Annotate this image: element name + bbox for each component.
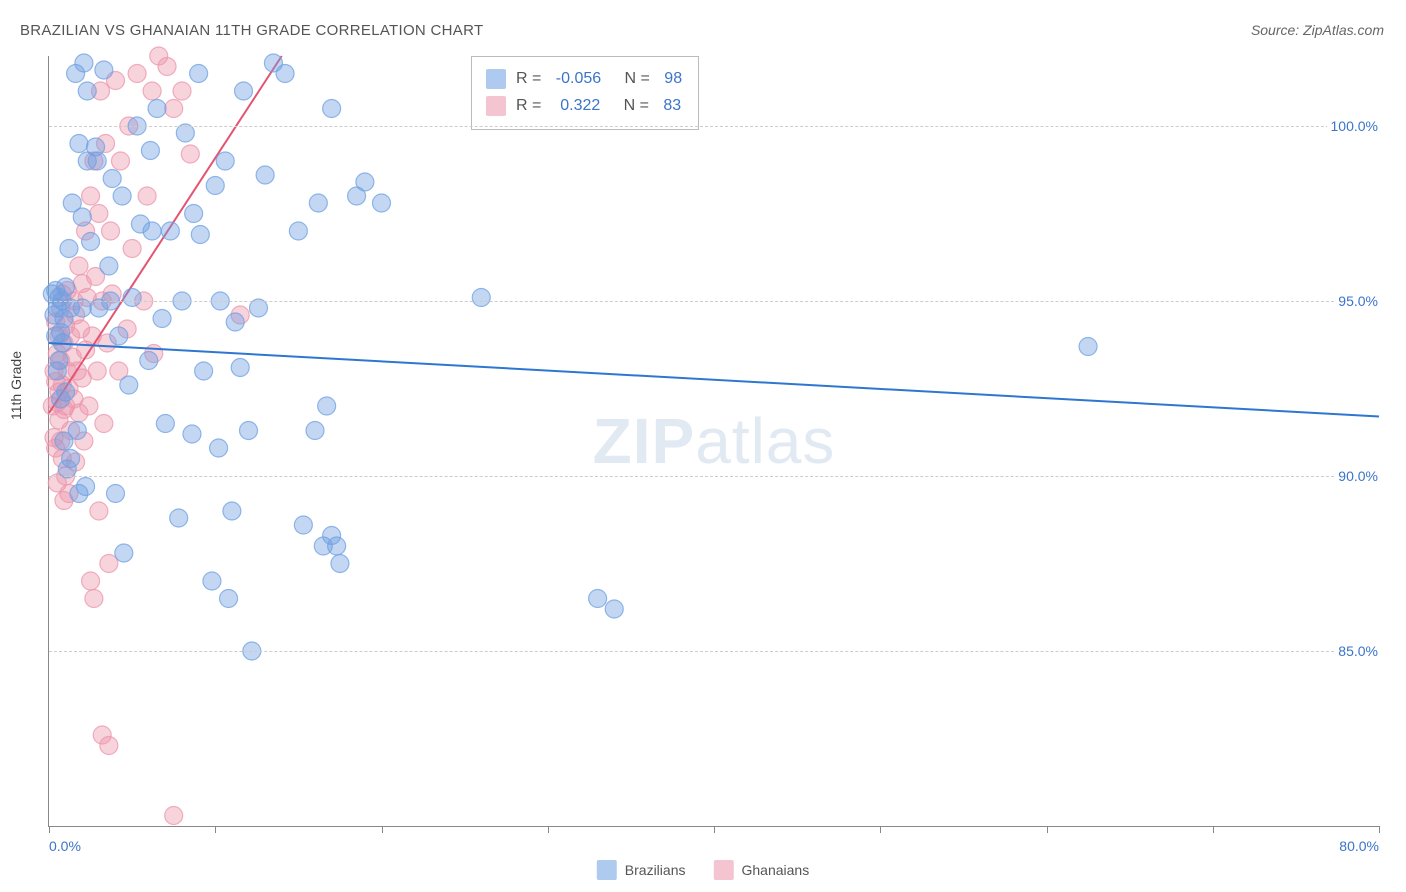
legend-label-brazilians: Brazilians	[625, 862, 686, 878]
scatter-svg	[49, 56, 1379, 826]
legend-item-brazilians: Brazilians	[597, 860, 686, 880]
x-tick-label: 0.0%	[49, 838, 81, 854]
source-attribution: Source: ZipAtlas.com	[1251, 22, 1384, 38]
y-tick-label: 85.0%	[1334, 643, 1382, 659]
stats-row-ghanaians: R = 0.322 N = 83	[486, 92, 682, 119]
y-tick-label: 90.0%	[1334, 468, 1382, 484]
legend-label-ghanaians: Ghanaians	[741, 862, 809, 878]
bottom-legend: Brazilians Ghanaians	[597, 860, 809, 880]
y-tick-label: 95.0%	[1334, 293, 1382, 309]
y-tick-label: 100.0%	[1327, 118, 1382, 134]
legend-item-ghanaians: Ghanaians	[713, 860, 809, 880]
swatch-ghanaians-bottom	[713, 860, 733, 880]
chart-title: BRAZILIAN VS GHANAIAN 11TH GRADE CORRELA…	[20, 22, 483, 39]
stats-row-brazilians: R = -0.056 N = 98	[486, 65, 682, 92]
swatch-brazilians	[486, 69, 506, 89]
swatch-brazilians-bottom	[597, 860, 617, 880]
stats-legend-box: R = -0.056 N = 98 R = 0.322 N = 83	[471, 56, 699, 130]
chart-plot-area: ZIPatlas R = -0.056 N = 98 R = 0.322 N =…	[48, 56, 1379, 827]
swatch-ghanaians	[486, 96, 506, 116]
x-tick-label: 80.0%	[1339, 838, 1379, 854]
y-axis-label: 11th Grade	[8, 351, 24, 420]
